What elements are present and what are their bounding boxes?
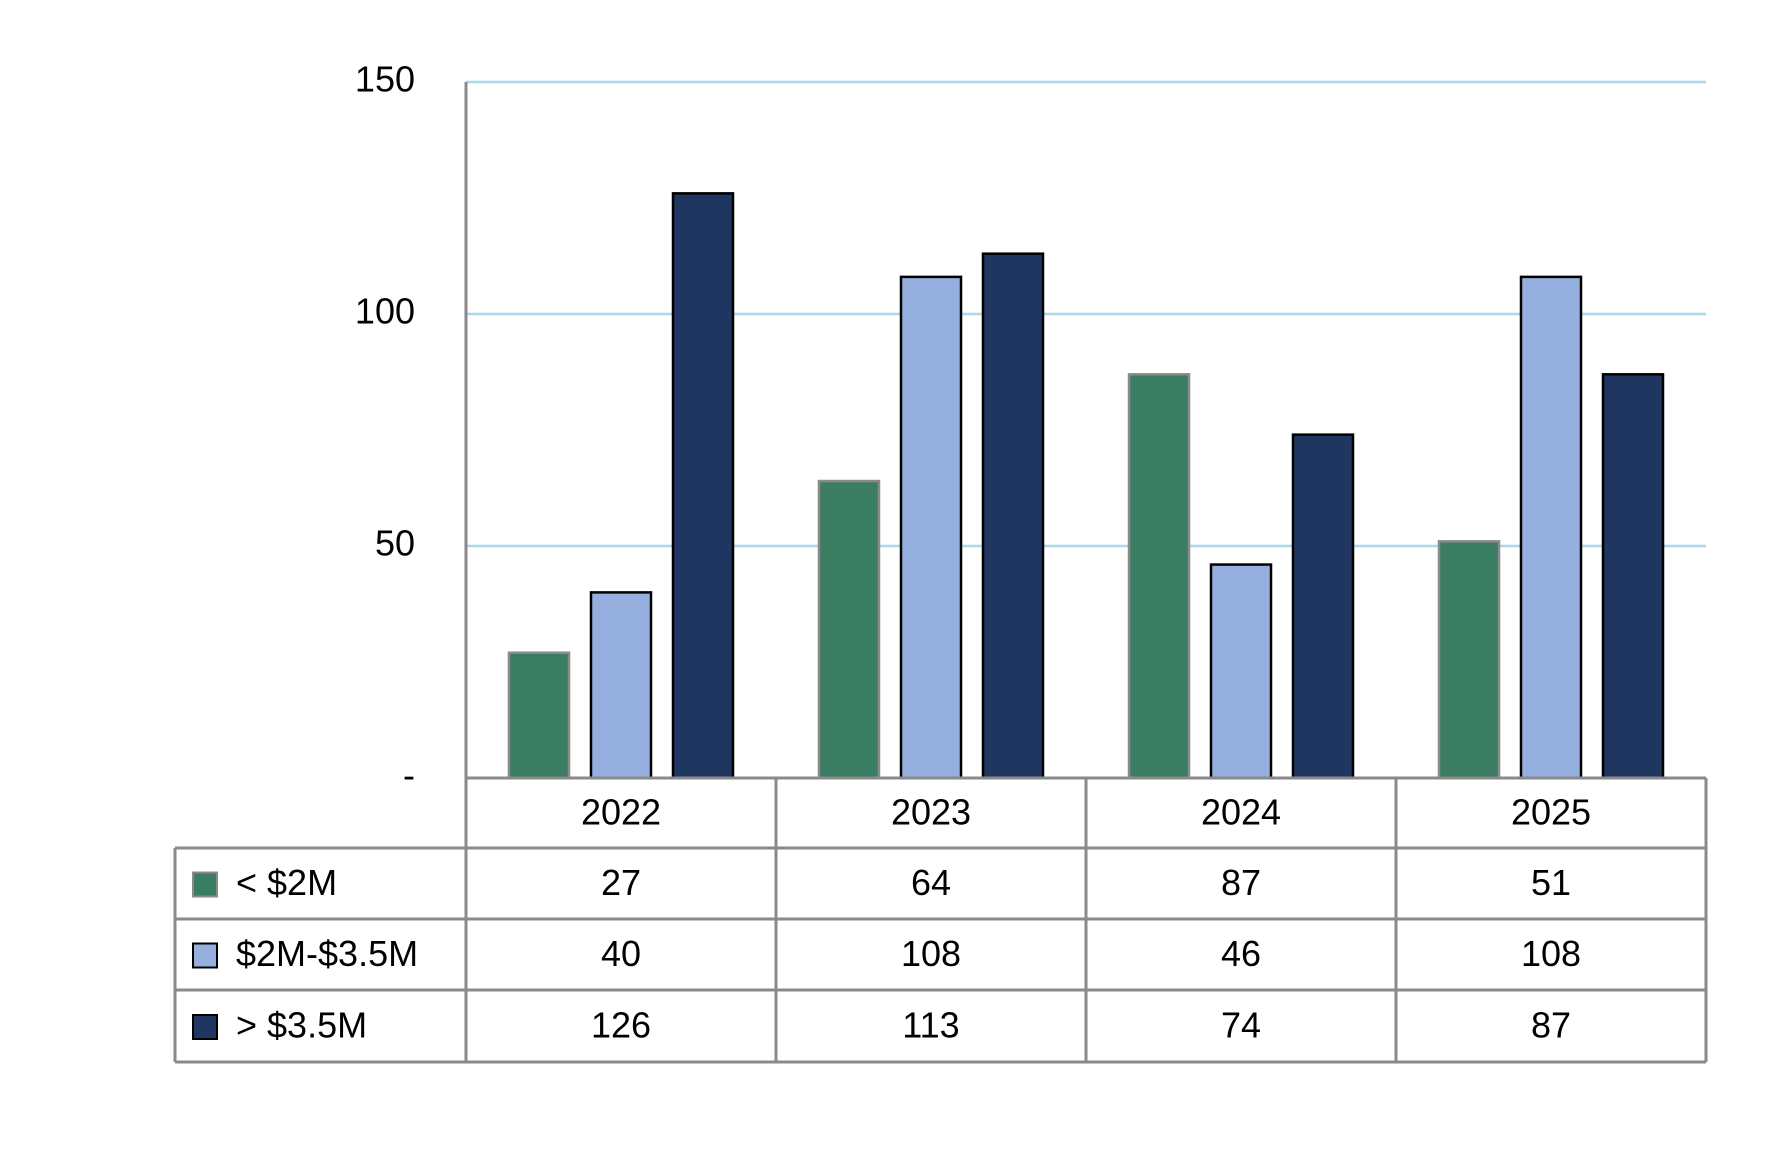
bar [1601,373,1665,780]
bar [1127,373,1191,780]
bar [1291,433,1355,780]
legend-label: < $2M [236,862,337,903]
bar [1519,275,1583,780]
bar [1437,540,1501,780]
bar [671,192,735,780]
table-value: 46 [1221,933,1261,974]
y-tick-label: 50 [375,523,415,564]
x-tick-label: 2022 [581,792,661,833]
y-tick-label: 150 [355,59,415,100]
x-tick-label: 2023 [891,792,971,833]
table-value: 51 [1531,862,1571,903]
bar [817,479,881,780]
bar [589,591,653,780]
legend-swatch [192,942,218,969]
table-value: 108 [901,933,961,974]
table-value: 27 [601,862,641,903]
table-value: 108 [1521,933,1581,974]
table-value: 74 [1221,1005,1261,1046]
legend-label: > $3.5M [236,1005,367,1046]
legend-label: $2M-$3.5M [236,933,418,974]
table-value: 64 [911,862,951,903]
table-value: 87 [1531,1005,1571,1046]
y-tick-label: - [403,755,415,796]
bar [507,651,571,780]
table-value: 113 [902,1005,959,1046]
bar [981,252,1045,780]
y-tick-label: 100 [355,291,415,332]
legend-swatch [192,1014,218,1040]
table-value: 40 [601,933,641,974]
legend-swatch [192,871,218,898]
bar [899,275,963,780]
x-tick-label: 2024 [1201,792,1281,833]
table-value: 126 [591,1005,651,1046]
table-value: 87 [1221,862,1261,903]
x-tick-label: 2025 [1511,792,1591,833]
bar [1209,563,1273,780]
